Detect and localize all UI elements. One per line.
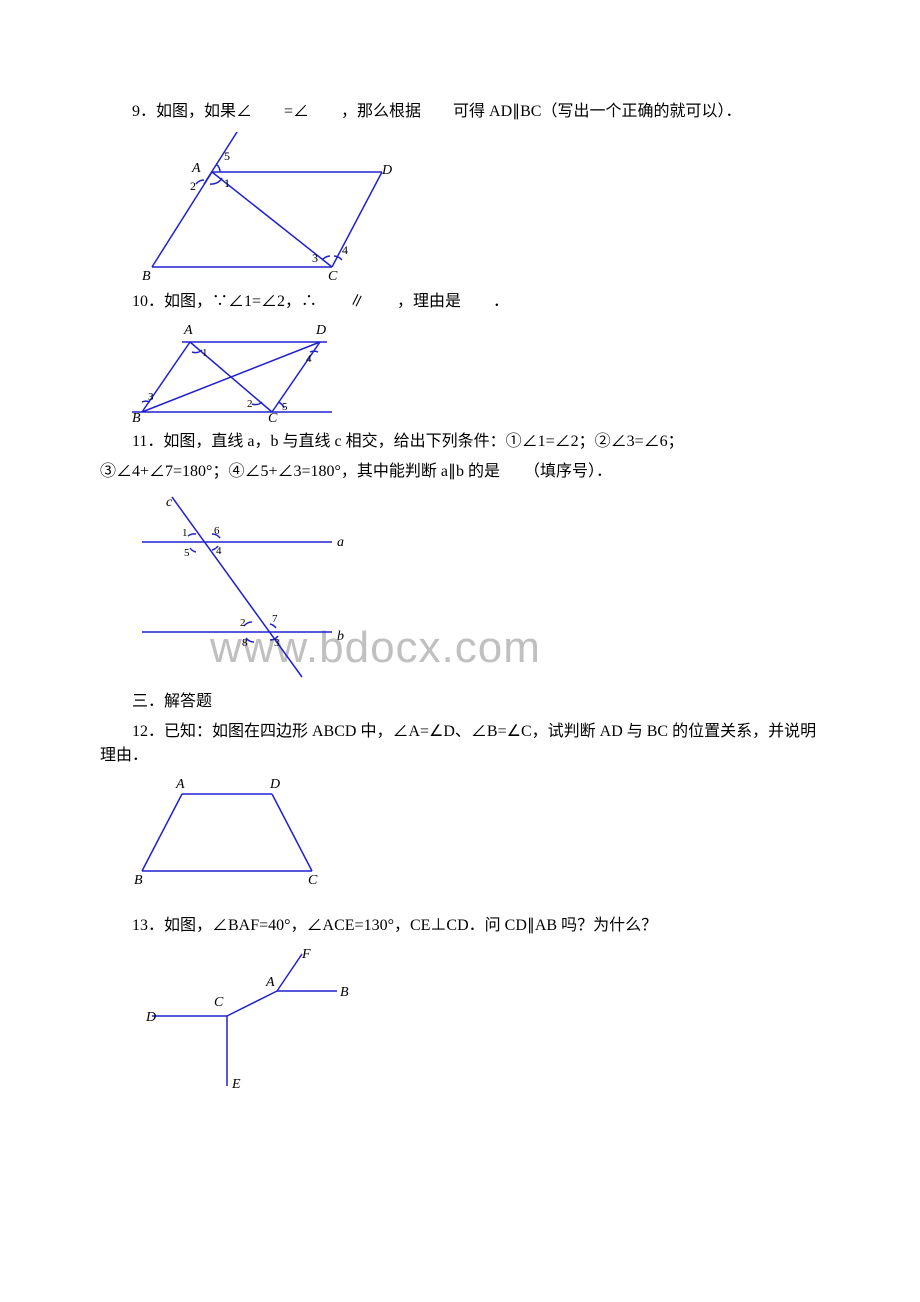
svg-text:4: 4 <box>216 545 222 557</box>
svg-text:B: B <box>132 411 141 422</box>
svg-text:3: 3 <box>274 637 280 649</box>
svg-text:4: 4 <box>306 353 312 365</box>
q10-text: 10．如图，∵∠1=∠2，∴ ∥ ，理由是 ． <box>100 290 820 314</box>
section-3-heading: 三．解答题 <box>100 690 820 714</box>
svg-text:5: 5 <box>184 547 190 559</box>
svg-text:D: D <box>269 777 280 792</box>
q12-figure: A D B C <box>132 776 820 886</box>
q11-figure: a b c 1 6 5 4 2 7 8 3 <box>132 492 820 682</box>
svg-text:c: c <box>166 495 173 510</box>
q10-figure: A B C D 1 2 3 4 5 <box>132 322 820 422</box>
svg-text:4: 4 <box>342 243 348 257</box>
svg-text:6: 6 <box>214 525 220 537</box>
svg-text:A: A <box>175 777 185 792</box>
svg-text:D: D <box>381 163 392 178</box>
svg-text:7: 7 <box>272 613 278 625</box>
svg-text:b: b <box>337 629 344 644</box>
q9-text: 9．如图，如果∠ =∠ ，那么根据 可得 AD∥BC（写出一个正确的就可以）． <box>100 100 820 124</box>
svg-text:8: 8 <box>242 637 248 649</box>
svg-text:D: D <box>315 323 326 338</box>
svg-text:C: C <box>214 995 224 1010</box>
svg-text:A: A <box>265 975 275 990</box>
q13-figure: D C A B F E <box>132 946 820 1096</box>
svg-text:5: 5 <box>224 149 230 163</box>
svg-text:3: 3 <box>148 391 154 403</box>
svg-text:2: 2 <box>190 179 196 193</box>
svg-text:5: 5 <box>282 401 288 413</box>
svg-text:A: A <box>183 323 193 338</box>
svg-text:C: C <box>268 411 278 422</box>
svg-text:F: F <box>301 947 311 962</box>
svg-text:B: B <box>142 269 151 282</box>
q11-text: 11．如图，直线 a，b 与直线 c 相交，给出下列条件：①∠1=∠2；②∠3=… <box>100 430 820 454</box>
svg-text:1: 1 <box>182 527 188 539</box>
page-content: 9．如图，如果∠ =∠ ，那么根据 可得 AD∥BC（写出一个正确的就可以）． … <box>100 100 820 1096</box>
svg-text:2: 2 <box>240 617 246 629</box>
svg-text:C: C <box>328 269 338 282</box>
svg-text:E: E <box>231 1077 241 1092</box>
svg-text:D: D <box>145 1010 156 1025</box>
svg-text:B: B <box>340 985 349 1000</box>
q11-text2: ③∠4+∠7=180°；④∠5+∠3=180°，其中能判断 a∥b 的是 （填序… <box>100 460 820 484</box>
svg-text:2: 2 <box>247 398 253 410</box>
svg-text:3: 3 <box>312 251 318 265</box>
svg-text:a: a <box>337 535 344 550</box>
q9-figure: A B C D 1 2 3 4 5 <box>132 132 820 282</box>
svg-text:1: 1 <box>202 347 208 359</box>
svg-text:1: 1 <box>224 176 230 190</box>
svg-text:B: B <box>134 873 143 886</box>
q12-text: 12．已知：如图在四边形 ABCD 中，∠A=∠D、∠B=∠C，试判断 AD 与… <box>100 720 820 768</box>
q13-text: 13．如图，∠BAF=40°，∠ACE=130°，CE⊥CD．问 CD∥AB 吗… <box>100 914 820 938</box>
svg-text:C: C <box>308 873 318 886</box>
svg-text:A: A <box>191 161 201 176</box>
